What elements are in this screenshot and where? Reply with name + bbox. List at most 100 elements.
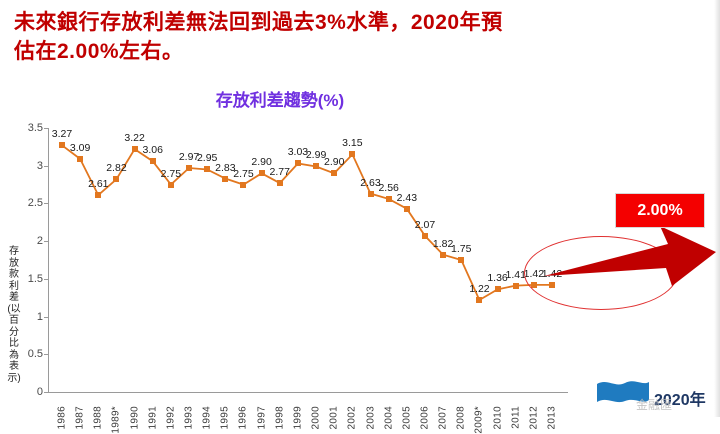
headline: 未來銀行存放利差無法回到過去3%水準，2020年預 估在2.00%左右。 <box>14 8 704 66</box>
headline-line-1: 未來銀行存放利差無法回到過去3%水準，2020年預 <box>14 11 503 34</box>
x-tick-label: 1990 <box>129 406 141 430</box>
watermark: 金融匯 <box>636 398 673 412</box>
y-tick-label: 1 <box>36 310 43 323</box>
flag-icon <box>597 381 649 403</box>
x-tick-label: 2005 <box>401 406 413 430</box>
x-tick-label: 2011 <box>510 406 522 429</box>
chart-area: 存放款利差(以百分比為表示) 0 0.5 1 1.5 2 2.5 3 3.5 3.27 3.09… <box>0 118 720 434</box>
plot-area: 0 0.5 1 1.5 2 2.5 3 3.5 3.27 3.09 2.61 2.82 3.22 3.0… <box>28 122 568 434</box>
x-tick-label: 1991 <box>147 406 159 430</box>
data-point <box>186 164 193 171</box>
data-point <box>294 160 301 167</box>
x-tick-label: 1986 <box>56 406 68 430</box>
data-point <box>59 142 65 149</box>
data-point-label: 1.36 <box>487 272 508 285</box>
x-tick-label: 1996 <box>237 406 249 430</box>
y-tick-mark <box>44 392 48 393</box>
x-tick-label: 2008 <box>455 406 467 430</box>
x-tick-label: 2006 <box>419 406 431 430</box>
x-tick-label: 2004 <box>383 406 395 430</box>
x-tick-label: 1998 <box>274 406 286 430</box>
data-point <box>240 181 247 188</box>
x-tick-label: 2003 <box>365 406 377 430</box>
data-point-label: 3.27 <box>51 128 73 141</box>
data-point-label: 2.56 <box>378 181 399 194</box>
data-point <box>95 192 102 199</box>
x-tick-label: 1995 <box>219 406 231 430</box>
data-point <box>403 205 410 212</box>
headline-line-2: 估在2.00%左右。 <box>14 40 184 63</box>
data-point-label: 1.75 <box>451 243 472 255</box>
x-tick-label: 1988 <box>92 406 104 430</box>
x-tick-label: 2007 <box>437 406 449 430</box>
data-point <box>204 166 211 173</box>
x-tick-label: 1997 <box>256 406 268 430</box>
data-point <box>276 180 283 187</box>
x-tick-label: 1993 <box>183 406 195 430</box>
data-point <box>385 195 392 202</box>
y-tick-mark <box>44 203 48 205</box>
data-point-label: 3.22 <box>124 132 145 145</box>
x-tick-label: 1994 <box>201 406 213 430</box>
x-tick-label: 2010 <box>492 406 504 430</box>
data-point <box>458 257 465 263</box>
y-tick-label: 0.5 <box>27 348 43 361</box>
series-line <box>61 144 552 302</box>
y-tick-mark <box>44 278 48 280</box>
x-tick-label: 2009* <box>473 406 485 434</box>
x-tick-label: 2001 <box>328 406 340 430</box>
data-point-label: 3.15 <box>342 137 363 150</box>
data-point <box>421 232 428 239</box>
data-point-label: 2.95 <box>196 152 218 165</box>
x-tick-label: 2002 <box>346 406 358 430</box>
data-point <box>476 296 483 303</box>
data-point-label: 2.99 <box>305 149 327 162</box>
data-point <box>512 282 519 289</box>
y-tick-label: 3.5 <box>27 122 43 134</box>
x-tick-label: 1999 <box>292 406 304 430</box>
x-tick-label: 2013 <box>546 406 558 430</box>
y-axis-label: 存放款利差(以百分比為表示) <box>7 246 21 384</box>
data-point-label: 2.63 <box>360 176 381 189</box>
data-point <box>440 251 447 258</box>
data-point <box>331 170 338 177</box>
data-point-label: 2.90 <box>324 156 345 169</box>
y-tick-label: 2 <box>36 235 43 248</box>
y-tick-mark <box>44 128 48 129</box>
data-point-label: 3.06 <box>142 144 163 157</box>
data-point-label: 2.77 <box>269 166 290 179</box>
x-tick-label: 2000 <box>310 406 322 430</box>
callout-value: 2.00% <box>637 201 683 219</box>
forecast-callout: 2.00% <box>615 193 705 228</box>
data-point-label: 3.03 <box>287 146 309 159</box>
data-point-label: 1.41 <box>505 268 526 281</box>
data-point <box>367 190 374 197</box>
x-tick-label: 1987 <box>74 406 86 430</box>
data-point <box>113 176 120 183</box>
data-point <box>167 181 174 188</box>
y-tick-mark <box>44 316 48 318</box>
y-axis-line <box>48 128 49 392</box>
data-point <box>313 163 320 170</box>
y-tick-mark <box>44 241 48 243</box>
y-tick-mark <box>44 354 48 356</box>
data-point-label: 2.97 <box>178 150 200 163</box>
data-point-label: 2.75 <box>160 167 182 180</box>
data-point-label: 2.90 <box>251 156 272 169</box>
data-point <box>349 151 356 158</box>
x-tick-label: 1989* <box>110 406 122 434</box>
data-point-label: 2.82 <box>106 162 127 175</box>
data-point-label: 2.75 <box>233 167 254 180</box>
right-edge-shadow <box>714 0 720 417</box>
data-point-label: 3.09 <box>69 141 91 154</box>
data-point <box>131 146 138 153</box>
data-point-label: 2.83 <box>215 161 236 174</box>
data-point <box>77 155 84 162</box>
data-point <box>149 158 156 165</box>
flag-year-label: 2020年 <box>654 392 706 409</box>
data-point <box>258 170 265 177</box>
y-tick-label: 1.5 <box>27 272 43 285</box>
data-point <box>494 286 501 293</box>
data-point-label: 2.07 <box>414 218 436 231</box>
